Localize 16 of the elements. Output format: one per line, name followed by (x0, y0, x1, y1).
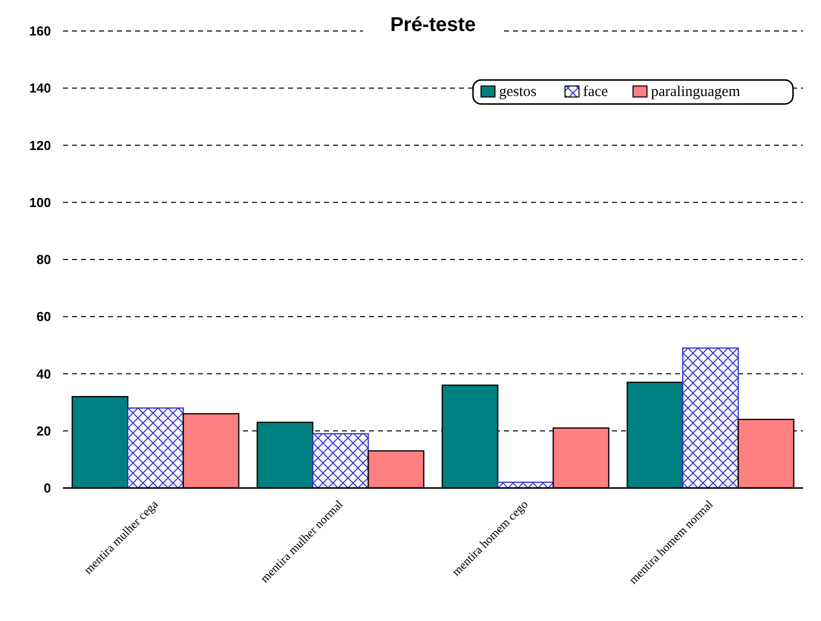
y-tick-label: 80 (36, 252, 51, 268)
legend-label: face (583, 84, 608, 100)
bar (127, 407, 184, 489)
legend-label: gestos (499, 84, 537, 100)
chart-title: Pré-teste (390, 14, 476, 36)
y-tick-label: 60 (36, 309, 51, 324)
legend-label: paralinguagem (651, 84, 740, 100)
y-tick-label: 120 (29, 138, 51, 153)
bar (312, 433, 369, 489)
y-tick-label: 40 (36, 366, 51, 382)
y-tick-label: 0 (44, 480, 51, 496)
y-tick-label: 140 (29, 80, 51, 96)
bar (682, 347, 739, 489)
y-tick-label: 100 (29, 194, 51, 210)
y-tick-label: 160 (29, 24, 51, 39)
y-tick-label: 20 (36, 423, 51, 438)
